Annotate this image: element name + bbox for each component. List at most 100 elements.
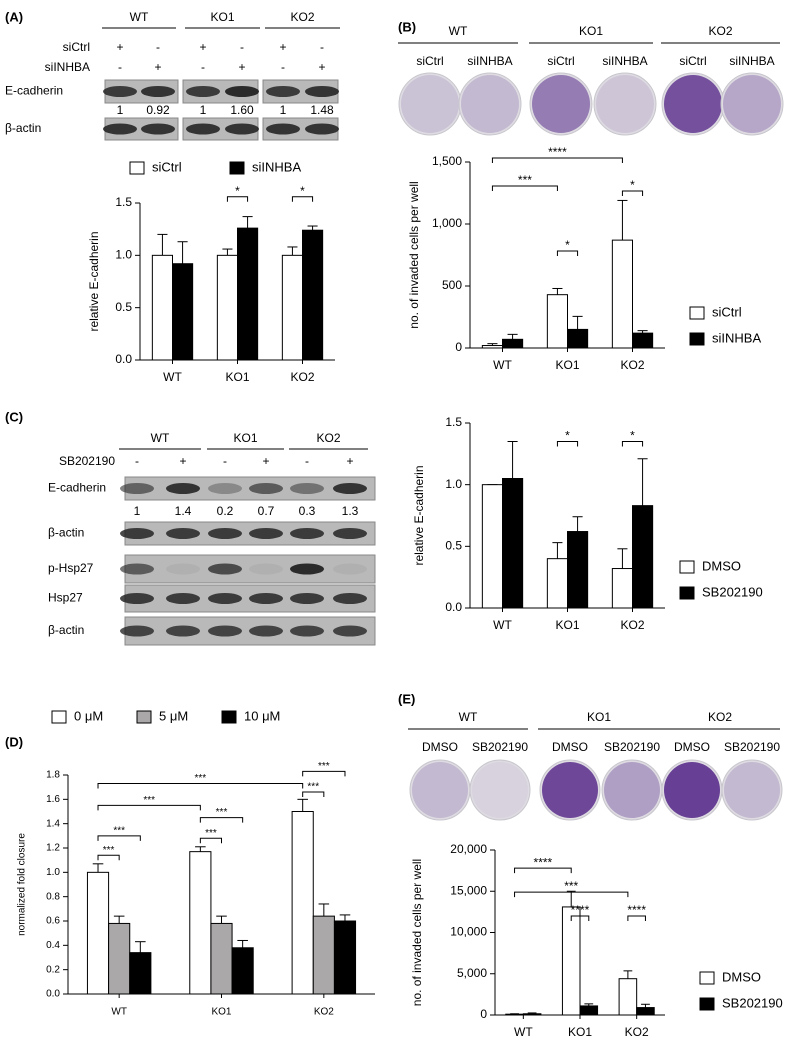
blot-band <box>103 86 137 97</box>
blot-band <box>290 593 324 604</box>
blot-band <box>249 625 283 637</box>
legend-label: siINHBA <box>252 159 301 174</box>
well <box>720 72 784 136</box>
group-label: KO2 <box>290 10 314 24</box>
bar <box>86 871 110 995</box>
bar <box>611 568 633 609</box>
chart: 0.0 0.5 1.0 1.5 relative E-cadherin WT KO1 KO2 *… <box>87 159 335 384</box>
blot-band <box>166 528 200 539</box>
group-label: WT <box>449 24 468 38</box>
panel-label: (E) <box>398 691 415 706</box>
condition-sign: - <box>240 40 244 54</box>
x-tick-label: WT <box>493 618 512 632</box>
legend-label: 0 μM <box>74 708 103 723</box>
blot-band <box>166 563 200 575</box>
significance-label: **** <box>571 903 590 917</box>
y-tick-label: 1.0 <box>115 248 132 262</box>
bar <box>481 484 504 609</box>
y-axis-label: no. of invaded cells per well <box>410 859 424 1006</box>
well-stain <box>604 762 660 818</box>
row-label: β-actin <box>5 121 41 135</box>
bar <box>502 478 524 609</box>
condition-label: DMSO <box>552 740 588 754</box>
bar <box>618 978 638 1016</box>
blot-band <box>333 625 367 637</box>
significance-label: *** <box>216 807 228 818</box>
ratio-label: 1.48 <box>310 103 334 117</box>
ratio-label: 0.92 <box>146 103 170 117</box>
well-stain <box>461 75 519 133</box>
significance-bracket <box>97 804 201 811</box>
significance-bracket <box>556 441 579 447</box>
y-tick-label: 1.5 <box>445 415 462 429</box>
legend-swatch <box>221 710 237 724</box>
bar <box>216 254 239 361</box>
well-stain <box>472 762 528 818</box>
well-stain <box>532 75 590 133</box>
y-tick-label: 20,000 <box>450 842 487 856</box>
bar <box>210 922 233 995</box>
chart: 0 500 1,000 1,500 no. of invaded cells per w… <box>407 145 761 372</box>
blot-band <box>120 563 154 575</box>
x-tick-label: WT <box>493 358 512 372</box>
blot-band <box>103 123 137 135</box>
group-label: KO1 <box>579 24 603 38</box>
significance-label: *** <box>307 782 319 793</box>
legend-label: siINHBA <box>712 330 761 345</box>
x-tick-label: KO1 <box>225 370 249 384</box>
bar <box>302 229 324 361</box>
bar <box>522 1013 542 1016</box>
blot-band <box>333 593 367 604</box>
blot-band <box>208 563 242 575</box>
significance-bracket <box>621 441 644 447</box>
x-tick-label: KO1 <box>555 618 579 632</box>
blot-band <box>120 483 154 494</box>
blot-band <box>120 593 154 604</box>
legend-swatch <box>136 710 152 724</box>
condition-label: siCtrl <box>679 54 706 68</box>
bar <box>567 531 589 609</box>
blot-band <box>208 528 242 539</box>
significance-label: *** <box>564 879 578 893</box>
x-tick-label: KO1 <box>555 358 579 372</box>
significance-label: **** <box>548 145 567 159</box>
legend-swatch <box>679 586 695 600</box>
row-label: E-cadherin <box>48 481 106 495</box>
condition-label: siINHBA <box>729 54 774 68</box>
significance-bracket <box>302 770 346 777</box>
legend-swatch <box>699 971 715 985</box>
row-label: β-actin <box>48 526 84 540</box>
blot-band <box>141 86 175 97</box>
y-tick-label: 0.4 <box>46 940 60 951</box>
panel-label: (C) <box>5 409 23 424</box>
condition-label: SB202190 <box>724 740 780 754</box>
significance-bracket <box>627 915 646 921</box>
blot-band <box>290 528 324 539</box>
significance-label: * <box>630 429 635 443</box>
well <box>469 759 531 821</box>
condition-label: siINHBA <box>45 60 90 74</box>
ratio-label: 1 <box>280 103 287 117</box>
legend-swatch <box>51 710 67 724</box>
significance-bracket <box>97 835 141 841</box>
condition-sign: - <box>135 454 139 468</box>
ratio-label: 1 <box>200 103 207 117</box>
group-label: KO1 <box>233 431 257 445</box>
condition-sign: + <box>199 40 206 54</box>
y-tick-label: 1,000 <box>432 216 462 230</box>
blot-band <box>141 123 175 135</box>
legend-swatch <box>689 332 705 346</box>
y-tick-label: 0 <box>455 340 462 354</box>
y-tick-label: 0.0 <box>46 989 60 1000</box>
blot-band <box>290 483 324 494</box>
significance-label: *** <box>518 173 532 187</box>
bar <box>632 332 654 349</box>
blot-band <box>305 123 339 135</box>
bar <box>333 920 357 995</box>
significance-label: *** <box>143 795 155 806</box>
ratio-label: 0.7 <box>258 504 275 518</box>
blot-band <box>333 563 367 575</box>
x-tick-label: KO2 <box>620 358 644 372</box>
condition-sign: + <box>262 454 269 468</box>
significance-label: *** <box>318 761 330 772</box>
